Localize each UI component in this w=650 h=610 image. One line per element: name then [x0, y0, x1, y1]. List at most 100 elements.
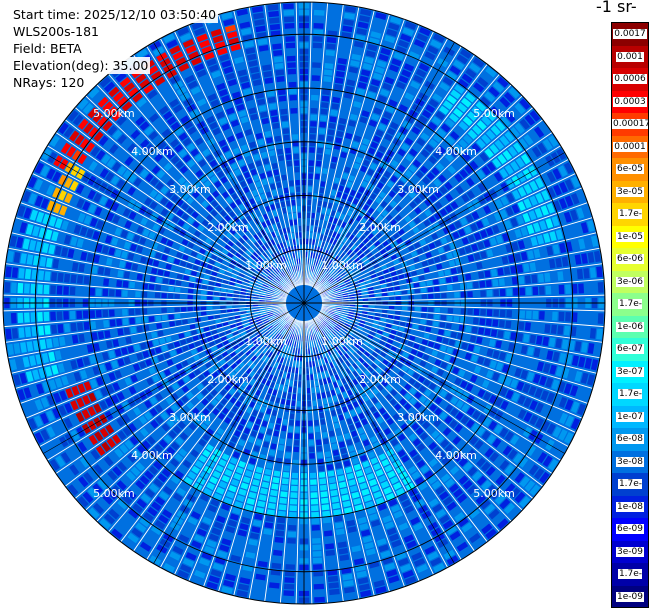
range-bin-cell: [131, 527, 143, 538]
range-bin-cell: [335, 292, 341, 296]
range-bin-cell: [345, 268, 352, 273]
range-bin-cell: [313, 186, 319, 193]
range-bin-cell: [344, 187, 351, 194]
range-bin-cell: [461, 73, 473, 84]
range-bin-cell: [484, 270, 491, 278]
range-bin-cell: [394, 286, 400, 291]
range-bin-cell: [461, 342, 468, 350]
range-bin-cell: [117, 499, 129, 510]
range-bin-cell: [425, 347, 432, 355]
range-bin-cell: [85, 453, 95, 464]
range-bin-cell: [290, 319, 294, 325]
range-bin-cell: [311, 75, 320, 82]
range-bin-cell: [278, 504, 287, 511]
range-bin-cell: [136, 226, 144, 234]
range-bin-cell: [427, 551, 439, 561]
range-bin-cell: [220, 380, 227, 387]
range-bin-cell: [330, 189, 337, 197]
range-bin-cell: [256, 281, 263, 286]
range-bin-cell: [563, 211, 572, 223]
range-bin-cell: [411, 175, 420, 184]
range-bin-cell: [324, 63, 334, 70]
range-bin-cell: [240, 295, 246, 298]
range-bin-cell: [83, 381, 92, 391]
range-bin-cell: [360, 8, 372, 17]
range-bin-cell: [420, 313, 427, 318]
range-bin-cell: [132, 363, 141, 372]
range-bin-cell: [210, 569, 222, 578]
range-bin-cell: [314, 326, 318, 332]
range-bin-cell: [444, 118, 455, 128]
range-bin-cell: [258, 335, 264, 341]
range-bin-cell: [341, 355, 347, 361]
range-bin-cell: [76, 358, 84, 368]
range-bin-cell: [351, 254, 358, 261]
range-bin-cell: [342, 274, 348, 279]
range-bin-cell: [41, 242, 49, 254]
range-bin-cell: [357, 81, 367, 90]
range-bin-cell: [253, 339, 259, 345]
range-bin-cell: [194, 569, 206, 579]
range-bin-cell: [202, 279, 209, 285]
range-bin-cell: [471, 272, 478, 280]
range-bin-cell: [221, 318, 228, 322]
range-bin-cell: [418, 482, 428, 491]
range-bin-cell: [404, 383, 412, 391]
range-bin-cell: [153, 135, 163, 146]
range-bin-cell: [366, 198, 373, 206]
range-bin-cell: [63, 417, 73, 429]
range-bin-cell: [168, 167, 177, 176]
range-bin-cell: [407, 511, 418, 520]
range-bin-cell: [483, 358, 491, 367]
range-bin-cell: [243, 347, 249, 353]
range-bin-cell: [64, 273, 71, 283]
range-bin-cell: [281, 329, 286, 335]
range-bin-cell: [242, 476, 251, 484]
range-bin-cell: [484, 328, 491, 336]
range-bin-cell: [44, 229, 53, 240]
range-bin-cell: [360, 381, 367, 388]
range-bin-cell: [331, 496, 340, 503]
range-bin-cell: [138, 403, 147, 413]
range-bin-cell: [132, 448, 142, 459]
range-bin-cell: [336, 296, 342, 299]
range-bin-cell: [459, 169, 469, 179]
range-bin-cell: [327, 23, 339, 31]
range-bin-cell: [344, 12, 355, 20]
range-bin-cell: [360, 317, 367, 321]
range-bin-cell: [240, 433, 248, 441]
range-bin-cell: [329, 331, 335, 337]
range-bin-cell: [489, 237, 497, 246]
range-bin-cell: [232, 451, 241, 459]
range-bin-cell: [73, 250, 81, 260]
range-bin-cell: [480, 290, 486, 297]
range-bin-cell: [537, 142, 548, 154]
range-bin-cell: [558, 311, 565, 322]
range-bin-cell: [117, 358, 125, 367]
range-bin-cell: [414, 196, 422, 205]
range-bin-cell: [257, 460, 265, 467]
range-bin-cell: [466, 419, 475, 429]
range-bin-cell: [271, 262, 276, 268]
range-bin-cell: [281, 280, 286, 285]
range-bin-cell: [257, 560, 268, 568]
range-bin-cell: [553, 184, 562, 196]
range-bin-cell: [473, 252, 481, 261]
range-bin-cell: [548, 459, 559, 471]
range-bin-cell: [399, 279, 406, 285]
range-bin-cell: [455, 239, 463, 248]
range-bin-cell: [474, 156, 484, 167]
range-bin-cell: [313, 583, 325, 590]
range-bin-cell: [175, 160, 184, 169]
range-bin-cell: [497, 518, 509, 530]
range-bin-cell: [317, 399, 322, 406]
range-bin-cell: [424, 453, 434, 462]
range-bin-cell: [239, 298, 246, 301]
range-bin-cell: [266, 323, 272, 328]
range-bin-cell: [248, 247, 254, 253]
range-bin-cell: [407, 341, 414, 347]
range-bin-cell: [359, 482, 368, 490]
range-bin-cell: [281, 478, 289, 485]
range-bin-cell: [499, 352, 506, 361]
range-bin-cell: [386, 180, 394, 189]
